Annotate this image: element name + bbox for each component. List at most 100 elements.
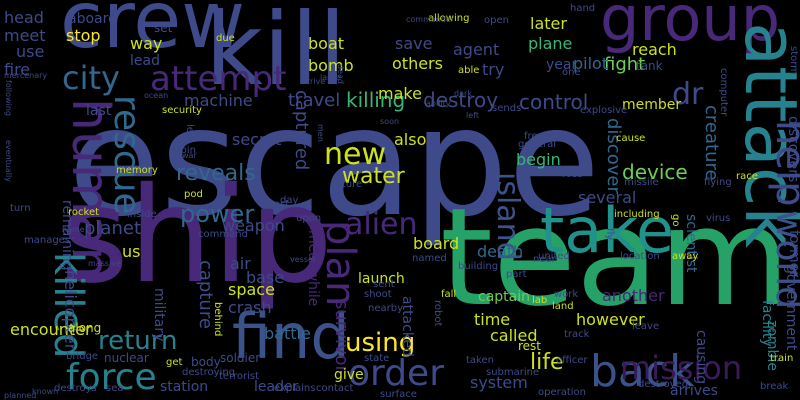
word-shoot: shoot	[364, 289, 392, 300]
word-able: able	[458, 65, 480, 76]
word-discovers: discovers	[785, 116, 800, 183]
word-air: air	[230, 254, 251, 273]
word-military: military	[151, 288, 167, 342]
word-track: track	[564, 329, 590, 340]
word-home: home	[62, 225, 85, 234]
word-massive: massive	[88, 259, 121, 268]
word-stop: stop	[66, 26, 101, 45]
word-begin: begin	[516, 150, 561, 169]
word-pilot: pilot	[573, 54, 609, 73]
word-test: test	[270, 199, 290, 210]
word-memory: memory	[116, 165, 158, 176]
word-nearby: nearby	[368, 303, 403, 314]
word-nuclear: nuclear	[104, 351, 149, 365]
word-manages: manages	[24, 235, 71, 246]
word-destroyed: destroyed	[638, 379, 689, 390]
word-system: system	[470, 373, 528, 392]
word-body: body	[191, 355, 221, 369]
word-break: break	[760, 381, 789, 392]
word-away: away	[672, 251, 699, 262]
word-discover: discover	[603, 118, 624, 194]
word-part: part	[506, 269, 527, 280]
word-turn: turn	[10, 203, 31, 214]
word-destroys: destroys	[54, 383, 97, 394]
word-virus: virus	[706, 213, 731, 224]
word-explains: explains	[274, 383, 316, 394]
word-state: state	[364, 353, 390, 364]
word-city: city	[62, 59, 120, 97]
word-planet: planet	[84, 218, 141, 239]
word-one: one	[562, 67, 581, 78]
word-launch: launch	[358, 271, 405, 287]
word-work: work	[554, 289, 579, 300]
word-allowing: allowing	[428, 13, 470, 24]
word-control: control	[519, 90, 589, 114]
word-named: named	[412, 253, 447, 264]
word-upon: upon	[296, 213, 322, 224]
word-left: left	[466, 111, 479, 120]
word-leader: leader	[254, 379, 299, 395]
word-force: force	[66, 357, 157, 398]
word-dr: dr	[672, 77, 704, 112]
word-destroying: destroying	[182, 367, 236, 378]
word-escape: escape	[68, 76, 601, 250]
word-killing: killing	[346, 88, 406, 112]
word-return: return	[98, 326, 178, 356]
word-eventually: eventually	[4, 140, 13, 182]
word-save: save	[395, 34, 433, 53]
word-rescue: rescue	[106, 95, 147, 215]
word-device: device	[622, 160, 688, 184]
word-try: try	[482, 60, 505, 79]
word-group: group	[600, 0, 781, 55]
word-general: general	[518, 139, 557, 150]
word-crash: crash	[228, 298, 272, 317]
word-men: men	[316, 124, 325, 142]
word-boat: boat	[308, 34, 345, 53]
word-fly: fly	[604, 228, 615, 241]
word-mission: mission	[620, 349, 743, 387]
word-fire: fire	[4, 60, 31, 79]
word-due: due	[216, 33, 235, 44]
word-us: us	[122, 242, 141, 261]
word-computer: computer	[718, 68, 729, 117]
word-sea: sea	[106, 383, 124, 394]
word-train: train	[770, 353, 794, 364]
word-soon: soon	[380, 117, 400, 126]
word-open: open	[484, 15, 509, 26]
word-kill: kill	[205, 0, 347, 108]
word-using: using	[345, 328, 416, 358]
word-dark: dark	[454, 89, 472, 98]
word-tank: tank	[636, 59, 663, 73]
word-go: go	[670, 214, 681, 227]
word-captain: captain	[478, 289, 530, 305]
word-dead: dead	[336, 64, 345, 84]
word-meanwhile: meanwhile	[305, 230, 321, 307]
word-united: united	[538, 251, 570, 262]
word-aboard: aboard	[68, 11, 118, 27]
word-race: race	[736, 171, 758, 182]
word-sends: sends	[492, 103, 522, 114]
word-land: land	[552, 301, 574, 312]
word-operation: operation	[538, 387, 587, 398]
word-creature: creature	[701, 105, 722, 181]
word-destroy: destroy	[423, 88, 499, 112]
word-building: building	[458, 261, 499, 272]
word-fight: fight	[604, 54, 646, 75]
word-ross: ross	[562, 169, 583, 180]
word-weapon: weapon	[222, 216, 285, 235]
word-surface: surface	[380, 389, 417, 400]
word-give: give	[334, 367, 364, 383]
word-submarine: submarine	[486, 367, 540, 378]
word-location: location	[620, 251, 660, 262]
word-year: year	[546, 57, 578, 73]
word-encounter: encounter	[10, 320, 92, 339]
word-head: head	[4, 8, 44, 27]
word-secret: secret	[232, 130, 282, 149]
word-later: later	[530, 14, 567, 33]
word-others: others	[392, 54, 443, 73]
word-including: including	[614, 209, 660, 220]
word-along: along	[68, 321, 102, 335]
word-make: make	[378, 84, 422, 103]
word-helicopter: helicopter	[61, 270, 80, 351]
word-facility: facility	[759, 300, 775, 347]
